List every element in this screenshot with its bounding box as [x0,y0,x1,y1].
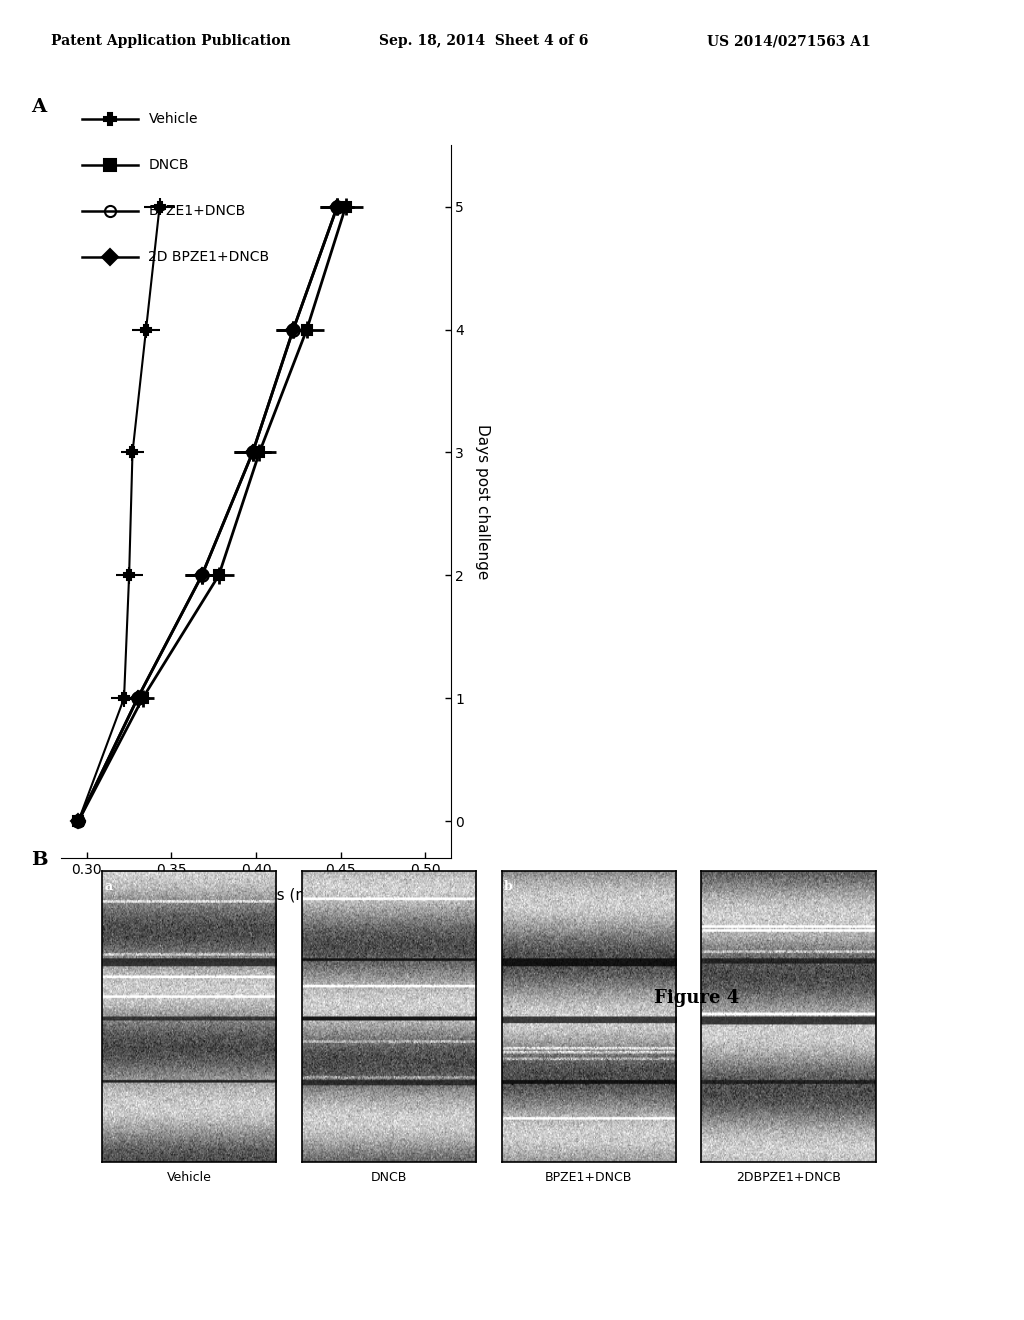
Text: A: A [31,98,46,116]
Text: DNCB: DNCB [148,158,189,172]
Text: b: b [504,880,513,892]
Text: Sep. 18, 2014  Sheet 4 of 6: Sep. 18, 2014 Sheet 4 of 6 [379,34,588,49]
Text: US 2014/0271563 A1: US 2014/0271563 A1 [707,34,870,49]
Text: DNCB: DNCB [371,1171,408,1184]
Text: BPZE1+DNCB: BPZE1+DNCB [545,1171,633,1184]
Text: Patent Application Publication: Patent Application Publication [51,34,291,49]
Text: B: B [31,850,47,869]
Text: Figure 4: Figure 4 [653,989,739,1007]
Text: BPZE1+DNCB: BPZE1+DNCB [148,205,246,218]
Text: Vehicle: Vehicle [148,112,198,125]
Text: a: a [104,880,113,892]
Text: 2DBPZE1+DNCB: 2DBPZE1+DNCB [736,1171,841,1184]
Text: 2D BPZE1+DNCB: 2D BPZE1+DNCB [148,251,269,264]
X-axis label: Ear thickness (mm): Ear thickness (mm) [181,888,331,903]
Y-axis label: Days post challenge: Days post challenge [475,424,490,579]
Text: Vehicle: Vehicle [167,1171,212,1184]
